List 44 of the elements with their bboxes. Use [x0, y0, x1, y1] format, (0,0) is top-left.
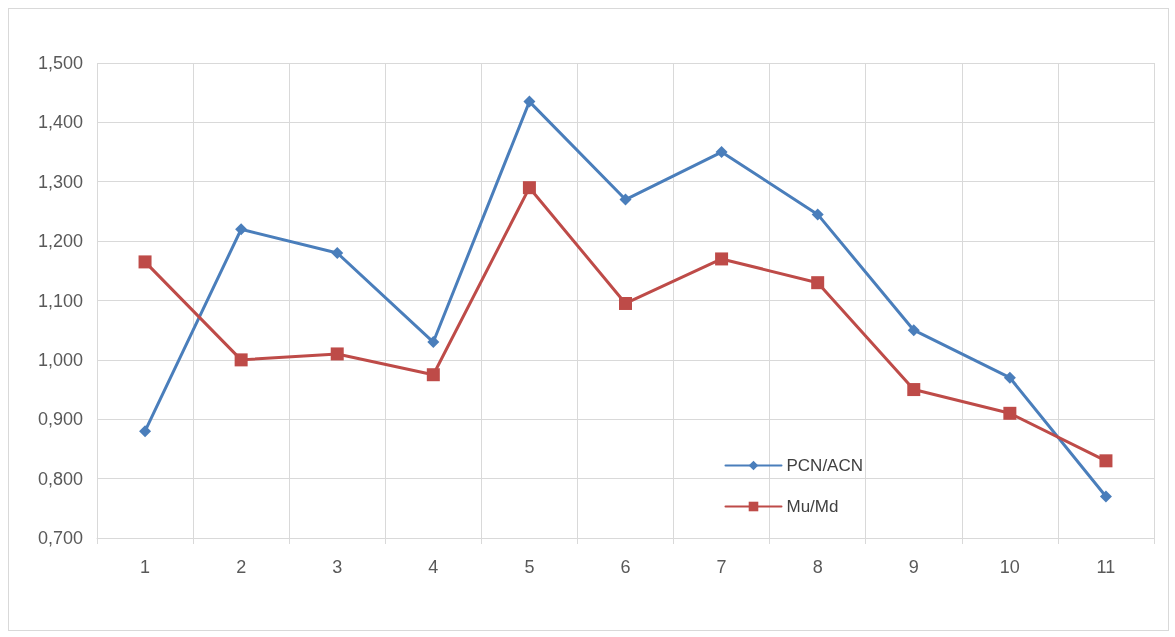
point	[427, 336, 440, 349]
x-tick-label: 6	[620, 557, 631, 577]
point	[907, 383, 921, 397]
point	[715, 252, 729, 266]
y-tick-label: 1,000	[37, 349, 83, 370]
point	[139, 425, 152, 438]
x-tick-label: 2	[236, 557, 247, 577]
x-tick-label: 5	[524, 557, 535, 577]
y-tick-label: 0,700	[37, 528, 83, 548]
x-tick-label: 4	[428, 557, 439, 577]
x-tick-label: 7	[716, 557, 727, 577]
x-tick-label: 1	[140, 557, 151, 577]
point	[235, 223, 248, 236]
y-tick-label: 1,400	[37, 112, 83, 133]
point	[619, 193, 632, 206]
point	[331, 247, 344, 259]
y-tick-label: 0,900	[37, 409, 83, 430]
y-tick-label: 0,800	[37, 468, 83, 489]
y-tick-label: 1,300	[37, 171, 83, 192]
x-tick-label: 10	[999, 557, 1020, 577]
point	[330, 347, 344, 361]
legend-label: Mu/Md	[786, 497, 839, 516]
point	[907, 324, 920, 337]
x-tick-label: 11	[1096, 557, 1116, 577]
y-tick-label: 1,100	[37, 290, 83, 311]
point	[1099, 454, 1113, 468]
point	[522, 181, 536, 195]
point	[715, 146, 728, 159]
point	[523, 95, 536, 108]
point	[234, 353, 248, 367]
legend-label: PCN/ACN	[786, 456, 864, 475]
point	[1099, 490, 1112, 503]
point	[1003, 371, 1016, 384]
point	[811, 208, 824, 221]
point	[426, 368, 440, 382]
point	[138, 255, 152, 269]
y-tick-label: 1,200	[37, 231, 83, 252]
x-tick-label: 8	[812, 557, 823, 577]
point	[811, 276, 825, 290]
x-tick-label: 9	[908, 557, 919, 577]
x-tick-label: 3	[332, 557, 343, 577]
point	[619, 296, 632, 310]
point	[1003, 406, 1017, 420]
y-tick-label: 1,500	[37, 53, 83, 73]
